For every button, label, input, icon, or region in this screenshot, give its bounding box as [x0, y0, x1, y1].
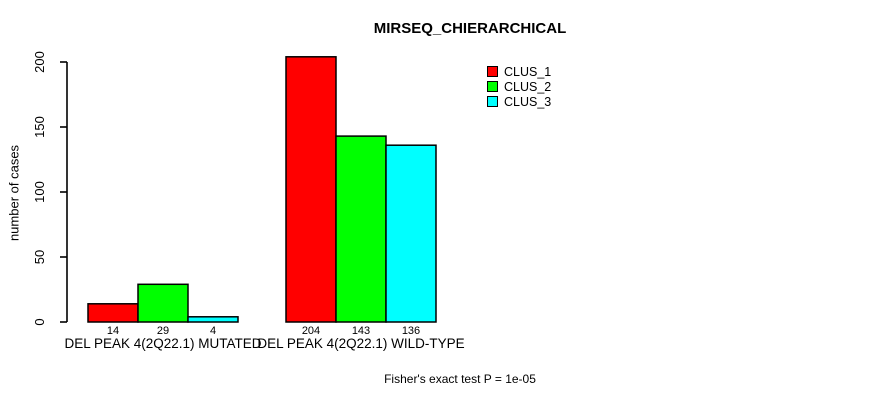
- bar-clus_1-group1: [87, 303, 139, 323]
- bar-value-label: 136: [402, 325, 420, 337]
- y-axis-tick-label: 200: [32, 51, 47, 73]
- bar-clus_2-group2: [335, 135, 387, 323]
- bar-value-label: 4: [210, 325, 216, 337]
- x-axis-category-label: DEL PEAK 4(2Q22.1) WILD-TYPE: [257, 336, 464, 351]
- y-axis-tick-label: 0: [32, 318, 47, 325]
- legend-label: CLUS_1: [504, 64, 552, 79]
- bar-clus_1-group2: [285, 56, 337, 323]
- legend-item-clus_2: CLUS_2: [487, 79, 551, 94]
- y-axis-label: number of cases: [6, 144, 22, 242]
- annotation-text: Fisher's exact test P = 1e-05: [384, 372, 536, 386]
- y-axis-tick-label: 150: [32, 116, 47, 138]
- legend-item-clus_3: CLUS_3: [487, 94, 551, 109]
- legend-item-clus_1: CLUS_1: [487, 64, 551, 79]
- bar-value-label: 204: [302, 325, 320, 337]
- legend-swatch-icon: [487, 81, 498, 92]
- legend-label: CLUS_3: [504, 94, 552, 109]
- legend-label: CLUS_2: [504, 79, 552, 94]
- legend-swatch-icon: [487, 66, 498, 77]
- legend-swatch-icon: [487, 96, 498, 107]
- bar-value-label: 143: [352, 325, 370, 337]
- x-axis-category-label: DEL PEAK 4(2Q22.1) MUTATED: [64, 336, 261, 351]
- bar-value-label: 29: [157, 325, 169, 337]
- bar-clus_3-group1: [187, 316, 239, 323]
- chart-title: MIRSEQ_CHIERARCHICAL: [373, 20, 567, 37]
- bar-value-label: 14: [107, 325, 119, 337]
- legend: CLUS_1 CLUS_2 CLUS_3: [487, 64, 551, 109]
- bar-clus_2-group1: [137, 283, 189, 323]
- bar-clus_3-group2: [385, 144, 437, 323]
- y-axis-tick-label: 50: [32, 250, 47, 264]
- y-axis-tick-label: 100: [32, 181, 47, 203]
